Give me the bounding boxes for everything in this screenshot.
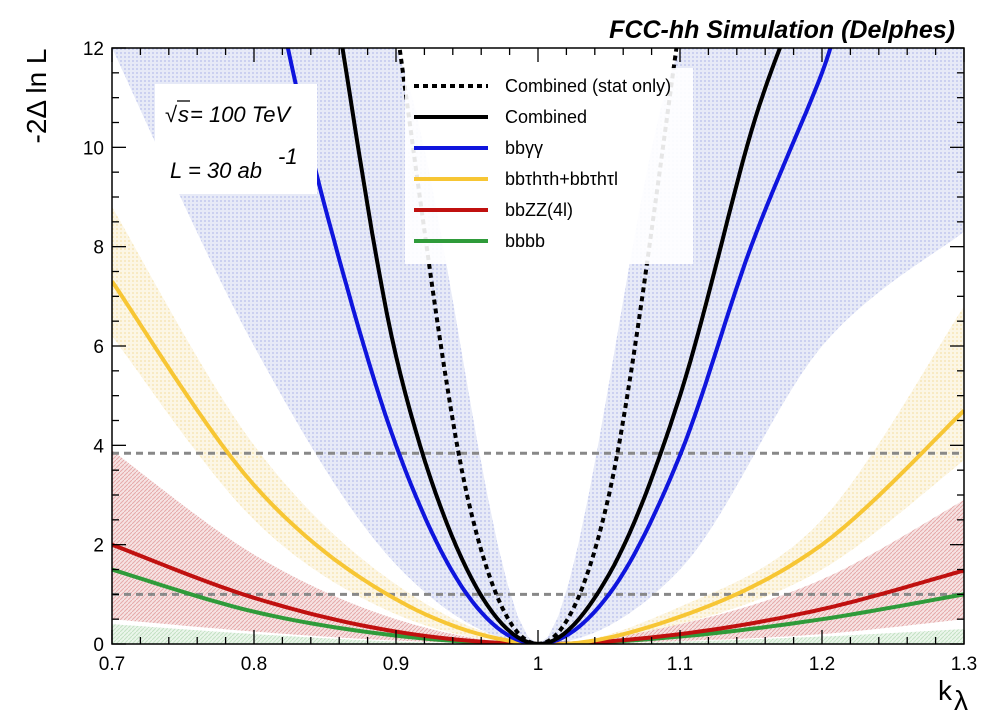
y-tick-label: 12	[83, 39, 104, 60]
x-tick-label: 1	[533, 654, 544, 675]
y-tick-label: 2	[93, 536, 104, 557]
x-tick-label: 0.8	[241, 654, 267, 675]
legend: Combined (stat only) Combined bbγγ bbτhτh+b…	[414, 76, 671, 251]
series-line-bbzz	[112, 542, 964, 644]
legend-label-bbzz: bbZZ(4l)	[505, 200, 573, 220]
y-tick-label: 4	[93, 436, 104, 457]
legend-label-bbbb: bbbb	[505, 231, 545, 251]
chart-title: FCC-hh Simulation (Delphes)	[609, 16, 955, 44]
x-axis-label-subscript: λ	[954, 685, 968, 716]
x-tick-label: 0.9	[383, 654, 409, 675]
legend-label-stat: Combined (stat only)	[505, 76, 671, 96]
legend-label-bbtt: bbτhτh+bbτhτl	[505, 169, 618, 189]
sqrt-s-value: = 100 TeV	[190, 102, 292, 127]
y-tick-label: 0	[93, 635, 104, 656]
band-bbgg	[112, 48, 964, 644]
series-line-bbtt	[112, 280, 964, 644]
likelihood-curves	[112, 48, 964, 644]
y-axis-label: -2Δ ln L	[21, 49, 52, 144]
band-bbtt	[112, 206, 964, 644]
legend-box	[405, 68, 693, 264]
series-line-bbbb	[112, 567, 964, 644]
band-bbbb	[112, 624, 964, 644]
info-box	[155, 84, 317, 194]
sqrt-s-label: s	[178, 102, 189, 127]
legend-label-comb: Combined	[505, 107, 587, 127]
uncertainty-bands	[112, 48, 964, 644]
y-tick-label: 8	[93, 238, 104, 259]
x-axis-label: k	[938, 675, 953, 706]
x-tick-label: 0.7	[99, 654, 125, 675]
y-tick-label: 6	[93, 337, 104, 358]
series-line-bbgg	[285, 48, 833, 644]
lumi-label: L = 30 ab	[170, 158, 262, 183]
x-tick-label: 1.3	[951, 654, 977, 675]
series-line-comb	[340, 48, 783, 644]
series-line-stat	[397, 48, 679, 644]
y-tick-label: 10	[83, 138, 104, 159]
x-tick-label: 1.1	[667, 654, 693, 675]
lumi-exponent: -1	[278, 144, 298, 169]
band-bbzz	[112, 450, 964, 644]
reference-lines	[112, 451, 964, 596]
x-tick-label: 1.2	[809, 654, 835, 675]
legend-label-bbgg: bbγγ	[505, 138, 543, 158]
axis-ticks: 0 2 4 6 8 10 12 0.7 0.8 0.9 1 1.1 1.2 1.3	[83, 39, 977, 675]
sqrt-symbol: √	[165, 102, 178, 127]
